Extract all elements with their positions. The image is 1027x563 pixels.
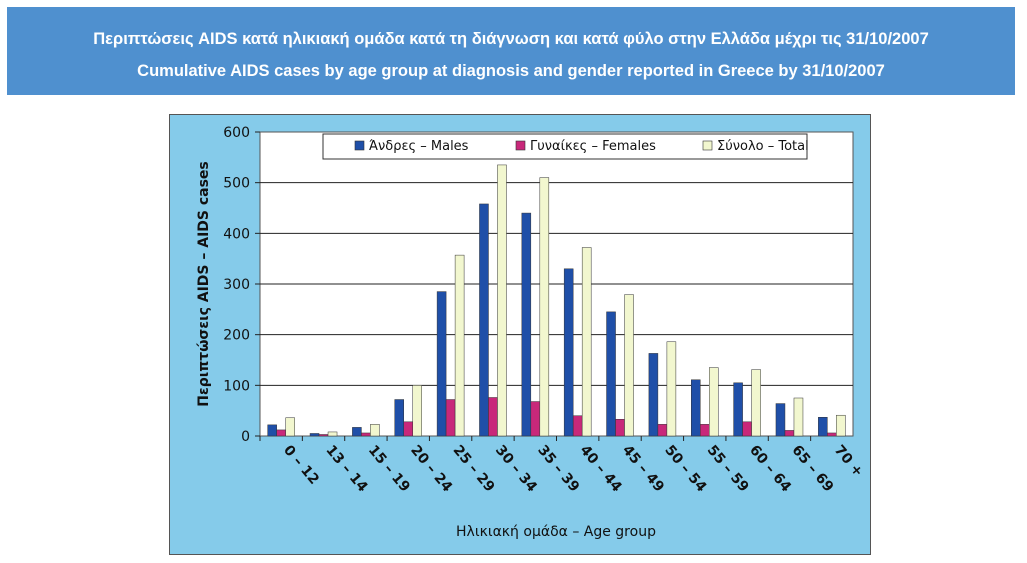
chart-title-greek: Περιπτώσεις AIDS κατά ηλικιακή ομάδα κατ… [93, 30, 929, 48]
bar-males [648, 353, 659, 437]
bar-females [488, 397, 498, 437]
bar-females [615, 419, 625, 437]
bar-total [497, 164, 507, 437]
bar-females [742, 421, 752, 437]
legend-label-males: Άνδρες – Males [369, 139, 469, 154]
legend-box [322, 133, 808, 160]
y-tick-label: 100 [223, 378, 250, 394]
x-tick-label: 65 – 69 [788, 442, 836, 495]
x-tick-label: 60 – 64 [746, 442, 794, 495]
bar-females [572, 415, 583, 437]
legend-swatch-males [354, 140, 365, 151]
y-tick-label: 600 [223, 125, 250, 141]
y-tick-label: 400 [223, 226, 250, 242]
bar-males [394, 399, 404, 437]
y-axis-label: Περιπτώσεις AIDS – AIDS cases [196, 161, 212, 407]
bar-males [775, 403, 786, 437]
bar-total [327, 431, 338, 437]
chart-title-banner: Περιπτώσεις AIDS κατά ηλικιακή ομάδα κατ… [7, 7, 1015, 95]
bar-males [733, 382, 743, 437]
bar-females [403, 421, 413, 437]
chart-title-english: Cumulative AIDS cases by age group at di… [137, 62, 885, 80]
x-tick-label: 0 – 12 [280, 442, 322, 488]
bar-total [285, 417, 295, 437]
bar-total [454, 254, 465, 437]
bar-total [836, 414, 846, 437]
x-tick-label: 15 – 19 [365, 442, 413, 495]
bar-females [700, 424, 710, 437]
x-tick-label: 13 – 14 [322, 442, 370, 495]
bar-females [445, 399, 456, 437]
x-tick-label: 45 – 49 [619, 442, 667, 495]
bar-total [539, 177, 550, 437]
x-tick-label: 40 – 44 [577, 442, 625, 495]
bar-males [267, 424, 277, 437]
bar-males [436, 291, 447, 437]
bar-males [479, 203, 489, 437]
x-tick-label: 35 – 39 [534, 442, 582, 495]
bar-total [751, 369, 761, 437]
y-tick-label: 300 [223, 277, 250, 293]
bar-females [318, 434, 329, 437]
x-tick-label: 25 – 29 [450, 442, 498, 495]
legend-swatch-total [702, 140, 713, 151]
bar-males [563, 268, 574, 437]
legend-swatch-females [515, 140, 526, 151]
y-tick-label: 200 [223, 328, 250, 344]
legend: Άνδρες – Males Γυναίκες – Females Σύνολο… [322, 133, 809, 160]
bar-females [657, 424, 668, 437]
bar-males [818, 417, 828, 437]
legend-label-total: Σύνολο – Total [717, 139, 809, 154]
bar-total [793, 397, 804, 437]
legend-label-females: Γυναίκες – Females [530, 139, 656, 154]
x-tick-label: 30 – 34 [492, 442, 540, 495]
bar-females [361, 432, 371, 437]
bar-females [530, 401, 541, 437]
bar-total [624, 294, 634, 437]
bar-total [412, 385, 422, 437]
x-tick-label: 20 – 24 [407, 442, 455, 495]
bar-males [309, 433, 320, 437]
bar-total [370, 424, 380, 437]
y-tick-label: 0 [241, 429, 250, 445]
bar-males [352, 427, 362, 437]
bar-total [581, 247, 592, 437]
bar-total [709, 367, 719, 437]
chart-container: 0 100 200 300 400 500 600 0 – 12 13 – 14 15 – 19… [169, 114, 871, 555]
bar-males [521, 212, 532, 437]
x-axis-label: Ηλικιακή ομάδα – Age group [456, 524, 656, 540]
y-tick-label: 500 [223, 176, 250, 192]
bar-males [691, 379, 701, 437]
x-tick-label: 55 – 59 [704, 442, 752, 495]
bar-males [606, 311, 616, 437]
bar-females [784, 430, 795, 437]
bar-females [827, 432, 837, 437]
x-tick-label: 70 + [831, 442, 866, 480]
x-tick-label: 50 – 54 [661, 442, 709, 495]
bar-females [276, 429, 286, 437]
bar-total [666, 341, 677, 437]
